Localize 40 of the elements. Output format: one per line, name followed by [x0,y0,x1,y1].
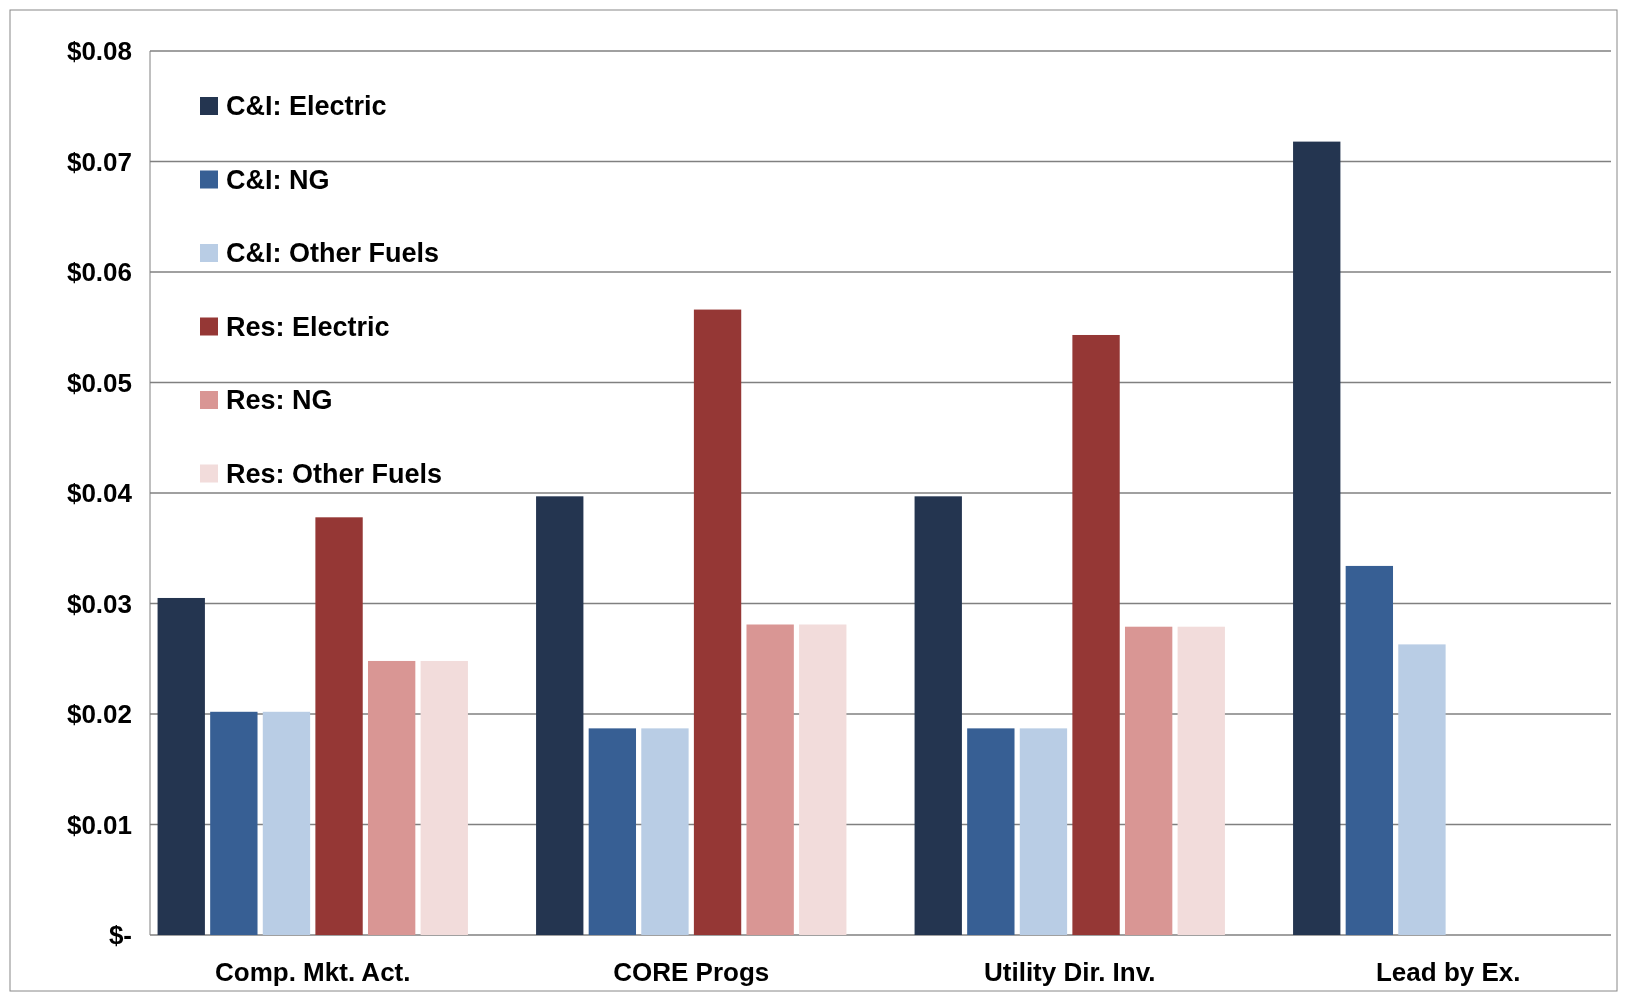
y-tick-label: $0.04 [66,478,133,509]
x-tick-label: CORE Progs [613,957,770,987]
x-tick-label: Comp. Mkt. Act. [215,957,411,987]
legend-label: Res: NG [226,385,333,416]
y-tick-label: $0.01 [66,809,132,840]
bar [588,728,637,935]
y-tick-label: $- [108,920,132,951]
x-tick-label: Utility Dir. Inv. [984,957,1156,987]
bar [1177,626,1225,935]
y-tick-label: $0.07 [66,146,132,177]
y-tick-label: $0.03 [66,588,132,619]
bar [536,496,584,935]
bar [1019,728,1068,935]
legend-label: Res: Electric [226,311,390,342]
legend-label: Res: Other Fuels [226,458,443,489]
y-tick-label: $0.08 [66,36,132,67]
bar [262,711,311,935]
bar [1124,626,1173,935]
legend-label: C&I: Other Fuels [226,238,440,269]
bar [746,624,794,935]
bar [967,728,1015,935]
bar [1398,644,1446,935]
y-tick-label: $0.05 [66,367,132,398]
legend-label: C&I: NG [226,164,330,195]
bar [799,624,847,935]
bar [914,496,962,935]
y-tick-label: $0.02 [66,699,132,730]
bar [157,597,205,935]
x-tick-label: Lead by Ex. [1376,957,1521,987]
bar [367,660,416,935]
bar [420,660,468,935]
bar [210,711,258,935]
bar [1072,334,1120,935]
bar [693,309,742,935]
legend-label: C&I: Electric [226,91,387,122]
bar [1293,141,1341,935]
bar [1345,565,1394,935]
bar [315,517,363,935]
y-tick-label: $0.06 [66,257,132,288]
bar [641,728,689,935]
